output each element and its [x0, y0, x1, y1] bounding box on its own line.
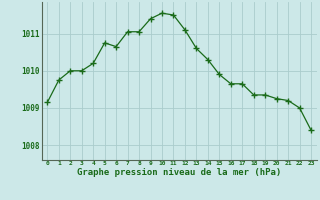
X-axis label: Graphe pression niveau de la mer (hPa): Graphe pression niveau de la mer (hPa) — [77, 168, 281, 177]
